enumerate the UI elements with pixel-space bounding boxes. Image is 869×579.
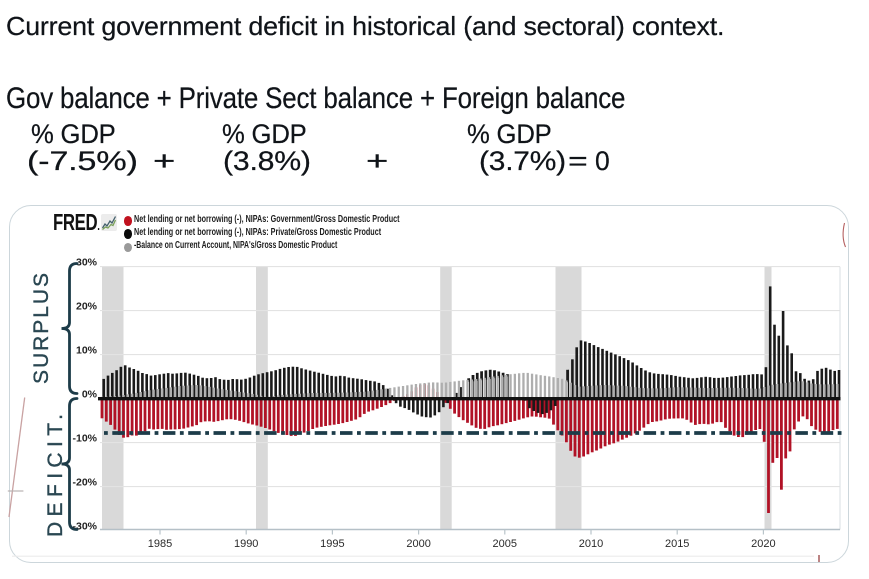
svg-text:2020: 2020 — [751, 538, 775, 550]
svg-text:1985: 1985 — [148, 538, 172, 550]
svg-text:-20%: -20% — [72, 477, 97, 489]
svg-text:2000: 2000 — [406, 538, 430, 550]
svg-text:30%: 30% — [76, 257, 98, 269]
svg-text:-30%: -30% — [72, 521, 97, 533]
svg-text:0%: 0% — [82, 389, 98, 401]
svg-text:-10%: -10% — [72, 433, 97, 445]
svg-text:10%: 10% — [76, 345, 98, 357]
svg-text:2015: 2015 — [665, 538, 689, 550]
svg-text:1990: 1990 — [234, 538, 258, 550]
svg-text:1995: 1995 — [320, 538, 344, 550]
svg-text:SURPLUS: SURPLUS — [30, 273, 53, 384]
svg-text:20%: 20% — [76, 301, 98, 313]
svg-text:DEFICIT.: DEFICIT. — [44, 414, 67, 537]
svg-text:2010: 2010 — [579, 538, 603, 550]
svg-text:2005: 2005 — [493, 538, 517, 550]
